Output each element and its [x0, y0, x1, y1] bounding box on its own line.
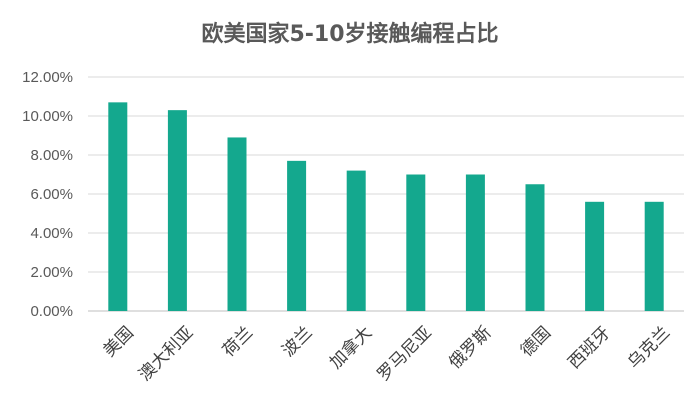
- x-tick-label: 波兰: [278, 323, 316, 361]
- bar: [346, 170, 366, 311]
- bar: [108, 102, 128, 311]
- x-tick-label: 荷兰: [219, 323, 257, 361]
- bars: [108, 102, 664, 312]
- y-tick-label: 8.00%: [30, 147, 73, 164]
- bar: [525, 184, 545, 311]
- gridlines: [88, 76, 684, 312]
- y-tick-label: 6.00%: [30, 186, 73, 203]
- x-tick-label: 乌克兰: [624, 323, 674, 373]
- x-tick-label: 美国: [100, 323, 138, 361]
- y-tick-label: 4.00%: [30, 225, 73, 242]
- x-tick-label: 德国: [517, 323, 555, 361]
- y-tick-label: 0.00%: [30, 303, 73, 320]
- y-axis-ticks: 0.00% 2.00% 4.00% 6.00% 8.00% 10.00% 12.00%: [22, 69, 73, 320]
- x-tick-label: 澳大利亚: [135, 323, 197, 385]
- x-tick-label: 西班牙: [564, 323, 614, 373]
- x-tick-label: 罗马尼亚: [374, 323, 436, 385]
- y-tick-label: 12.00%: [22, 69, 73, 86]
- bar: [406, 174, 426, 311]
- bar: [585, 201, 605, 311]
- x-tick-label: 俄罗斯: [445, 323, 495, 373]
- bar: [167, 110, 187, 312]
- bar: [644, 201, 664, 311]
- bar: [465, 174, 485, 311]
- y-tick-label: 10.00%: [22, 108, 73, 125]
- chart-title: 欧美国家5-10岁接触编程占比: [201, 21, 498, 47]
- x-tick-label: 加拿大: [325, 322, 376, 373]
- y-tick-label: 2.00%: [30, 264, 73, 281]
- bar: [287, 160, 307, 311]
- bar: [227, 137, 247, 311]
